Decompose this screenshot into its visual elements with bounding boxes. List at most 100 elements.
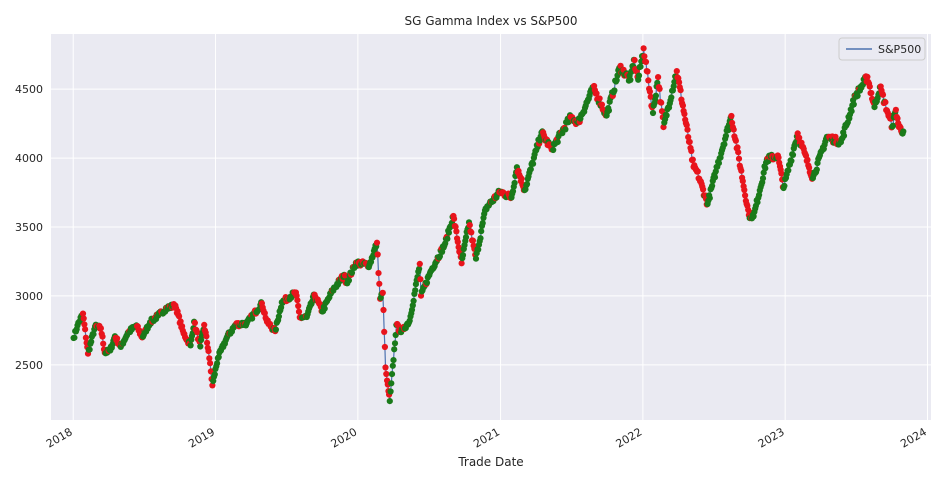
data-point-marker xyxy=(203,333,210,340)
data-point-marker xyxy=(201,321,208,328)
data-point-marker xyxy=(81,321,88,328)
data-point-marker xyxy=(562,126,569,133)
data-point-marker xyxy=(596,95,603,102)
x-tick-label: 2024 xyxy=(898,425,929,450)
chart-title: SG Gamma Index vs S&P500 xyxy=(404,14,577,28)
data-point-marker xyxy=(866,83,873,90)
x-gridlines xyxy=(72,34,928,420)
data-point-marker xyxy=(686,138,693,146)
data-point-marker xyxy=(734,144,741,151)
data-point-marker xyxy=(854,92,861,99)
data-point-marker xyxy=(673,68,680,75)
data-point-marker xyxy=(410,297,417,304)
data-point-marker xyxy=(688,147,695,155)
data-point-marker xyxy=(412,287,419,294)
data-point-marker xyxy=(554,139,561,146)
data-point-marker xyxy=(194,329,201,336)
data-point-marker xyxy=(679,102,687,109)
data-point-marker xyxy=(394,322,402,329)
data-point-marker xyxy=(88,338,95,345)
data-point-marker xyxy=(452,223,459,230)
data-point-marker xyxy=(382,364,389,371)
data-point-marker xyxy=(694,168,701,175)
data-point-marker xyxy=(423,279,431,286)
x-tick-label: 2018 xyxy=(44,425,75,450)
legend-label-sp500: S&P500 xyxy=(878,43,921,56)
data-point-marker xyxy=(389,362,396,369)
data-point-marker xyxy=(383,370,390,378)
data-point-marker xyxy=(478,228,485,235)
data-point-marker xyxy=(700,186,707,193)
data-point-marker xyxy=(641,53,648,60)
data-point-marker xyxy=(685,134,692,141)
data-point-marker xyxy=(348,269,356,276)
data-point-marker xyxy=(444,235,451,242)
data-point-marker xyxy=(451,215,458,222)
data-point-marker xyxy=(613,77,620,84)
x-tick-label: 2021 xyxy=(471,425,502,450)
data-point-marker xyxy=(375,270,382,277)
data-point-marker xyxy=(598,101,606,108)
data-point-marker xyxy=(479,220,486,227)
data-point-marker xyxy=(341,272,349,279)
y-tick-labels: 2500 3000 3500 4000 4500 xyxy=(15,83,43,372)
y-tick-label: 4500 xyxy=(15,83,43,96)
data-point-marker xyxy=(725,127,732,134)
data-point-marker xyxy=(380,306,387,314)
data-point-marker xyxy=(205,348,212,355)
data-point-marker xyxy=(373,239,381,246)
data-point-marker xyxy=(785,167,792,174)
data-point-marker xyxy=(868,89,875,97)
data-point-marker xyxy=(511,179,518,187)
data-point-marker xyxy=(374,251,381,258)
data-point-marker xyxy=(709,182,716,189)
data-point-marker xyxy=(644,68,651,75)
data-point-marker xyxy=(391,346,398,353)
data-point-marker xyxy=(176,313,183,320)
data-point-marker xyxy=(722,132,730,140)
data-point-marker xyxy=(530,160,537,167)
data-point-marker xyxy=(663,112,670,119)
data-point-marker xyxy=(649,109,657,117)
data-point-marker xyxy=(882,99,889,106)
data-point-marker xyxy=(191,319,198,326)
data-point-marker xyxy=(387,388,394,395)
data-point-marker xyxy=(739,178,746,185)
data-point-marker xyxy=(462,234,470,241)
data-point-marker xyxy=(197,343,204,350)
data-point-marker xyxy=(295,308,303,315)
data-point-marker xyxy=(86,346,93,353)
data-point-marker xyxy=(454,238,461,246)
data-point-marker xyxy=(741,186,748,194)
data-point-marker xyxy=(706,195,713,202)
data-point-marker xyxy=(90,331,97,338)
data-point-marker xyxy=(879,91,887,98)
data-point-marker xyxy=(390,357,397,364)
data-point-marker xyxy=(71,334,78,341)
data-point-marker xyxy=(381,343,388,351)
data-point-marker xyxy=(114,335,121,342)
data-point-marker xyxy=(637,63,644,70)
data-point-marker xyxy=(605,107,613,114)
data-point-marker xyxy=(376,280,383,287)
data-point-marker xyxy=(97,325,104,332)
data-point-marker xyxy=(409,302,416,309)
data-point-marker xyxy=(468,229,475,236)
data-point-marker xyxy=(683,122,690,129)
data-point-marker xyxy=(671,78,678,86)
data-point-marker xyxy=(900,128,907,135)
data-point-marker xyxy=(469,237,476,244)
data-point-marker xyxy=(840,132,848,139)
data-point-marker xyxy=(278,304,285,311)
series-markers xyxy=(70,45,907,405)
data-point-marker xyxy=(204,339,211,346)
data-point-marker xyxy=(730,126,737,133)
data-point-marker xyxy=(677,87,684,94)
data-point-marker xyxy=(416,265,423,272)
data-point-marker xyxy=(272,326,279,333)
data-point-marker xyxy=(789,151,797,158)
data-point-marker xyxy=(391,340,399,347)
data-point-marker xyxy=(381,328,388,335)
x-axis-label: Trade Date xyxy=(457,455,523,469)
x-tick-label: 2023 xyxy=(756,425,787,450)
